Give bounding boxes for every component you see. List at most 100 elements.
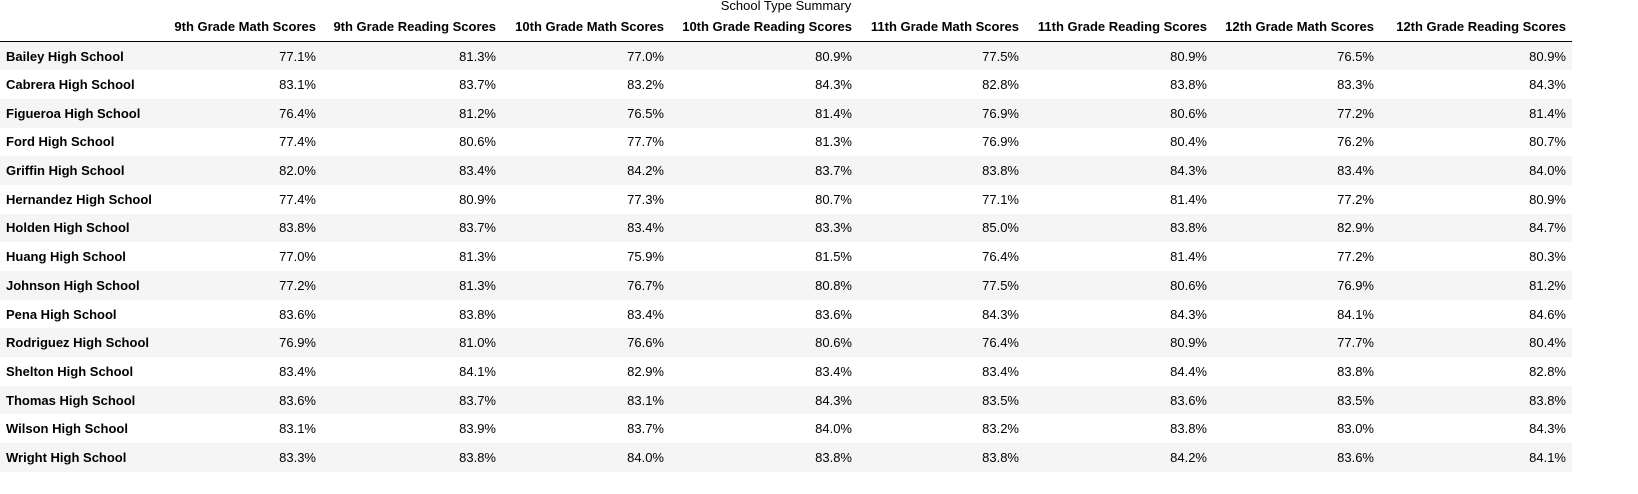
- score-cell: 80.9%: [1529, 191, 1566, 207]
- row-label-school: Pena High School: [6, 306, 117, 322]
- score-cell: 77.4%: [279, 191, 316, 207]
- score-cell: 76.2%: [1337, 134, 1374, 150]
- score-cell: 81.5%: [815, 249, 852, 265]
- score-cell: 81.4%: [1170, 249, 1207, 265]
- score-cell: 77.4%: [279, 134, 316, 150]
- score-cell: 80.6%: [1170, 105, 1207, 121]
- score-cell: 84.4%: [1170, 363, 1207, 379]
- score-cell: 84.3%: [815, 77, 852, 93]
- score-cell: 83.7%: [815, 163, 852, 179]
- score-cell: 80.8%: [815, 277, 852, 293]
- score-cell: 76.9%: [982, 105, 1019, 121]
- score-cell: 76.9%: [982, 134, 1019, 150]
- score-cell: 77.2%: [1337, 191, 1374, 207]
- score-cell: 83.1%: [279, 421, 316, 437]
- score-cell: 84.3%: [1529, 77, 1566, 93]
- score-cell: 83.5%: [1337, 392, 1374, 408]
- score-cell: 80.9%: [1170, 48, 1207, 64]
- score-cell: 84.3%: [1170, 163, 1207, 179]
- column-header: 9th Grade Reading Scores: [322, 12, 502, 42]
- score-cell: 77.0%: [627, 48, 664, 64]
- score-cell: 83.0%: [1337, 421, 1374, 437]
- score-cell: 83.7%: [627, 421, 664, 437]
- score-cell: 83.3%: [279, 449, 316, 465]
- table-row: Thomas High School 83.6% 83.7% 83.1% 84.3% 83…: [0, 385, 1572, 415]
- school-scores-table: 9th Grade Math Scores 9th Grade Reading …: [0, 12, 1572, 472]
- table-row: Bailey High School 77.1% 81.3% 77.0% 80.9% 77…: [0, 41, 1572, 71]
- score-cell: 82.9%: [627, 363, 664, 379]
- score-cell: 83.8%: [1170, 77, 1207, 93]
- score-cell: 83.3%: [1337, 77, 1374, 93]
- score-cell: 83.8%: [815, 449, 852, 465]
- score-cell: 83.1%: [279, 77, 316, 93]
- score-cell: 83.4%: [279, 363, 316, 379]
- score-cell: 77.3%: [627, 191, 664, 207]
- row-label-school: Johnson High School: [6, 277, 140, 293]
- score-cell: 82.8%: [982, 77, 1019, 93]
- score-cell: 77.0%: [279, 249, 316, 265]
- score-cell: 85.0%: [982, 220, 1019, 236]
- score-cell: 83.8%: [982, 163, 1019, 179]
- score-cell: 80.9%: [459, 191, 496, 207]
- score-cell: 81.4%: [1170, 191, 1207, 207]
- score-cell: 82.9%: [1337, 220, 1374, 236]
- score-cell: 76.9%: [279, 335, 316, 351]
- score-cell: 84.1%: [1337, 306, 1374, 322]
- table-row: Shelton High School 83.4% 84.1% 82.9% 83.4% 8…: [0, 357, 1572, 386]
- score-cell: 83.8%: [982, 449, 1019, 465]
- score-cell: 80.9%: [1529, 48, 1566, 64]
- score-cell: 80.4%: [1170, 134, 1207, 150]
- score-cell: 83.6%: [1337, 449, 1374, 465]
- score-cell: 77.5%: [982, 48, 1019, 64]
- column-header: 10th Grade Reading Scores: [670, 12, 858, 42]
- score-cell: 84.3%: [1529, 421, 1566, 437]
- score-cell: 84.0%: [815, 421, 852, 437]
- score-cell: 76.6%: [627, 335, 664, 351]
- row-label-school: Ford High School: [6, 134, 115, 150]
- row-label-school: Huang High School: [6, 249, 126, 265]
- table-row: Holden High School 83.8% 83.7% 83.4% 83.3% 85…: [0, 213, 1572, 243]
- table-row: Griffin High School 82.0% 83.4% 84.2% 83.7% 8…: [0, 156, 1572, 185]
- score-cell: 80.9%: [1170, 335, 1207, 351]
- score-cell: 80.6%: [1170, 277, 1207, 293]
- score-cell: 83.4%: [627, 220, 664, 236]
- score-cell: 80.7%: [815, 191, 852, 207]
- score-cell: 83.2%: [627, 77, 664, 93]
- dataframe-container: School Type Summary 9th Grade Math Score…: [0, 0, 1572, 472]
- score-cell: 77.5%: [982, 277, 1019, 293]
- table-row: Ford High School 77.4% 80.6% 77.7% 81.3% 76.9…: [0, 127, 1572, 157]
- score-cell: 83.7%: [459, 392, 496, 408]
- table-row: Huang High School 77.0% 81.3% 75.9% 81.5% 76.…: [0, 242, 1572, 271]
- score-cell: 84.3%: [815, 392, 852, 408]
- score-cell: 83.6%: [1170, 392, 1207, 408]
- score-cell: 83.2%: [982, 421, 1019, 437]
- score-cell: 77.2%: [1337, 105, 1374, 121]
- score-cell: 76.4%: [279, 105, 316, 121]
- row-label-school: Hernandez High School: [6, 191, 152, 207]
- score-cell: 83.8%: [279, 220, 316, 236]
- score-cell: 83.7%: [459, 77, 496, 93]
- row-label-school: Rodriguez High School: [6, 335, 149, 351]
- score-cell: 80.6%: [815, 335, 852, 351]
- index-column-header: [0, 12, 163, 42]
- score-cell: 81.4%: [1529, 105, 1566, 121]
- score-cell: 77.2%: [1337, 249, 1374, 265]
- score-cell: 83.8%: [459, 306, 496, 322]
- row-label-school: Holden High School: [6, 220, 130, 236]
- score-cell: 83.6%: [815, 306, 852, 322]
- score-cell: 84.3%: [1170, 306, 1207, 322]
- score-cell: 83.4%: [982, 363, 1019, 379]
- score-cell: 76.5%: [1337, 48, 1374, 64]
- row-label-school: Griffin High School: [6, 163, 125, 179]
- score-cell: 84.3%: [982, 306, 1019, 322]
- score-cell: 80.7%: [1529, 134, 1566, 150]
- score-cell: 80.4%: [1529, 335, 1566, 351]
- score-cell: 81.3%: [459, 249, 496, 265]
- score-cell: 81.2%: [1529, 277, 1566, 293]
- score-cell: 83.9%: [459, 421, 496, 437]
- score-cell: 83.8%: [1529, 392, 1566, 408]
- score-cell: 84.6%: [1529, 306, 1566, 322]
- table-caption: School Type Summary: [720, 0, 852, 13]
- score-cell: 81.3%: [459, 48, 496, 64]
- column-header: 11th Grade Reading Scores: [1025, 12, 1213, 42]
